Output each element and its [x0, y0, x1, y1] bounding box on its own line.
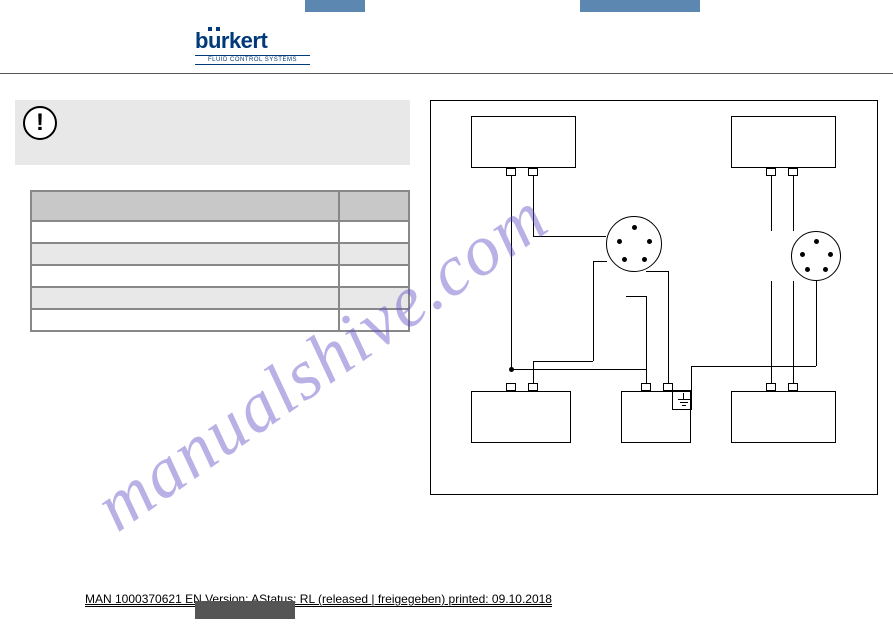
table-header-cell [339, 191, 409, 221]
brand-logo: burkert FLUID CONTROL SYSTEMS [195, 30, 310, 65]
connector-tab [788, 168, 798, 176]
diagram-box-5 [731, 391, 836, 443]
ground-frame [672, 390, 692, 410]
footer-redaction [195, 601, 295, 619]
wire [511, 369, 646, 370]
warning-icon [23, 106, 57, 140]
wire [593, 261, 594, 361]
connector-tab [766, 383, 776, 391]
pin-dot [622, 257, 627, 262]
connector-circle-1 [606, 216, 662, 272]
pin-dot [617, 239, 622, 244]
logo-umlaut-icon [208, 27, 238, 30]
table-cell [31, 243, 339, 265]
connector-tab [766, 168, 776, 176]
table-cell [31, 265, 339, 287]
diagram-box-1 [471, 116, 576, 168]
connector-tab [506, 168, 516, 176]
wire [646, 296, 647, 383]
table-cell [339, 243, 409, 265]
wiring-diagram [430, 100, 878, 495]
connector-tab [788, 383, 798, 391]
footer-metadata: MAN 1000370621 EN Version: AStatus: RL (… [85, 592, 552, 607]
diagram-box-2 [731, 116, 836, 168]
wire [691, 366, 816, 367]
wire [771, 281, 772, 383]
table-cell [31, 309, 339, 331]
wire [626, 296, 646, 297]
table-row [31, 221, 409, 243]
wire [511, 176, 512, 369]
wire [533, 176, 534, 236]
pin-dot [814, 239, 819, 244]
pin-dot [632, 225, 637, 230]
logo-tagline: FLUID CONTROL SYSTEMS [195, 55, 310, 65]
table-cell [339, 265, 409, 287]
header-accent-left [305, 0, 365, 12]
connector-tab [641, 383, 651, 391]
table-row [31, 309, 409, 331]
table-cell [31, 287, 339, 309]
pin-dot [823, 267, 828, 272]
connector-circle-2 [791, 231, 841, 281]
wire [533, 236, 606, 237]
connector-tab [528, 383, 538, 391]
wire [533, 361, 534, 383]
pin-dot [642, 257, 647, 262]
table-cell [339, 287, 409, 309]
wire [793, 281, 794, 383]
logo-text: burkert [195, 28, 267, 53]
wire [816, 276, 817, 366]
table-row [31, 243, 409, 265]
connector-tab [528, 168, 538, 176]
diagram-box-3 [471, 391, 571, 443]
table-row [31, 287, 409, 309]
junction-dot [509, 367, 514, 372]
wire [593, 261, 607, 262]
table-header-row [31, 191, 409, 221]
header-accent-right [580, 0, 700, 12]
wire [793, 176, 794, 231]
logo-wordmark: burkert [195, 30, 310, 52]
wire [646, 271, 668, 272]
pin-dot [828, 252, 833, 257]
connector-tab [506, 383, 516, 391]
wire [533, 361, 593, 362]
pin-dot [800, 252, 805, 257]
pin-dot [805, 267, 810, 272]
wire [771, 176, 772, 231]
header-divider [0, 73, 893, 74]
notice-panel [15, 100, 410, 165]
table-header-cell [31, 191, 339, 221]
table-cell [31, 221, 339, 243]
table-cell [339, 309, 409, 331]
wire [691, 366, 692, 391]
pin-dot [647, 239, 652, 244]
table-cell [339, 221, 409, 243]
table-row [31, 265, 409, 287]
spec-table [30, 190, 410, 332]
wire [668, 271, 669, 383]
